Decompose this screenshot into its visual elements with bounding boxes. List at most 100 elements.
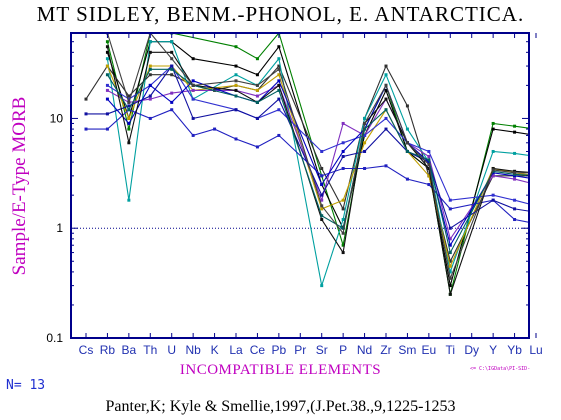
data-point: [320, 166, 324, 170]
data-point: [170, 64, 174, 68]
x-tick-label: Eu: [422, 343, 437, 357]
data-point: [341, 207, 345, 211]
data-point: [384, 97, 388, 101]
data-point: [255, 57, 259, 61]
data-point: [320, 198, 324, 202]
data-point: [320, 183, 324, 187]
data-point: [384, 88, 388, 92]
data-point: [234, 83, 238, 87]
data-point: [363, 121, 367, 125]
data-point: [127, 94, 131, 98]
x-tick-label: Nd: [357, 343, 372, 357]
x-tick-label: U: [167, 343, 176, 357]
data-point: [170, 91, 174, 95]
series-line: [106, 41, 529, 286]
x-tick-label: Rb: [100, 343, 116, 357]
x-tick-label: Th: [143, 343, 157, 357]
chart-title: MT SIDLEY, BENM.-PHONOL, E. ANTARCTICA.: [36, 2, 525, 26]
series-layer: [84, 33, 538, 296]
data-point: [255, 145, 259, 149]
data-point: [448, 198, 452, 202]
data-point: [105, 64, 109, 68]
data-point: [255, 73, 259, 77]
data-point: [535, 174, 538, 177]
data-point: [491, 193, 495, 197]
x-tick-label: Pb: [272, 343, 287, 357]
x-tick-label: Sr: [316, 343, 328, 357]
data-point: [341, 231, 345, 235]
series-line: [106, 65, 529, 269]
data-point: [170, 57, 174, 61]
x-tick-label: La: [229, 343, 243, 357]
series-12: [105, 67, 529, 255]
data-point: [105, 57, 109, 61]
data-point: [363, 149, 367, 153]
x-tick-label: Dy: [464, 343, 479, 357]
data-point: [255, 116, 259, 120]
data-point: [427, 166, 431, 170]
data-point: [363, 141, 367, 145]
x-tick-label: Yb: [507, 343, 522, 357]
data-point: [341, 198, 345, 202]
series-1: [105, 33, 529, 296]
series-line: [86, 64, 529, 230]
data-point: [513, 174, 517, 178]
data-point: [84, 97, 88, 101]
data-point: [535, 222, 538, 225]
data-point: [384, 116, 388, 120]
data-point: [513, 171, 517, 175]
y-axis-label: Sample/E-Type MORB: [9, 96, 30, 276]
data-point: [384, 108, 388, 112]
data-point: [234, 108, 238, 112]
data-point: [341, 243, 345, 247]
data-point: [513, 124, 517, 128]
series-line: [106, 33, 529, 295]
data-point: [234, 73, 238, 77]
data-point: [341, 166, 345, 170]
data-point: [513, 218, 517, 222]
plot-frame: [70, 32, 530, 339]
data-point: [535, 211, 538, 214]
y-tick-label: 0.1: [46, 331, 63, 345]
data-point: [277, 133, 281, 137]
series-line: [106, 33, 529, 281]
data-point: [427, 174, 431, 178]
data-point: [363, 133, 367, 137]
data-point: [320, 214, 324, 218]
data-point: [234, 88, 238, 92]
data-point: [127, 100, 131, 104]
data-point: [427, 183, 431, 187]
data-point: [491, 174, 495, 178]
data-point: [255, 100, 259, 104]
data-point: [535, 174, 538, 177]
data-point: [384, 83, 388, 87]
data-point: [341, 149, 345, 153]
data-point: [448, 276, 452, 280]
data-point: [535, 155, 538, 158]
data-point: [448, 243, 452, 247]
sample-count: N= 13: [6, 378, 46, 393]
data-point: [320, 193, 324, 197]
series-13: [105, 33, 529, 281]
data-point: [105, 83, 109, 87]
data-point: [427, 160, 431, 164]
data-point: [148, 40, 152, 44]
data-point: [405, 141, 409, 145]
data-point: [105, 88, 109, 92]
data-point: [191, 133, 195, 137]
data-point: [535, 183, 538, 186]
series-4: [105, 40, 538, 288]
data-point: [170, 50, 174, 54]
data-point: [277, 45, 281, 49]
data-point: [127, 97, 131, 101]
data-point: [234, 137, 238, 141]
data-point: [448, 226, 452, 230]
data-point: [105, 40, 109, 44]
series-7: [84, 108, 538, 225]
data-point: [405, 104, 409, 108]
data-point: [127, 116, 131, 120]
data-point: [127, 121, 131, 125]
data-point: [448, 237, 452, 241]
data-point: [491, 168, 495, 172]
x-tick-label: Y: [489, 343, 497, 357]
